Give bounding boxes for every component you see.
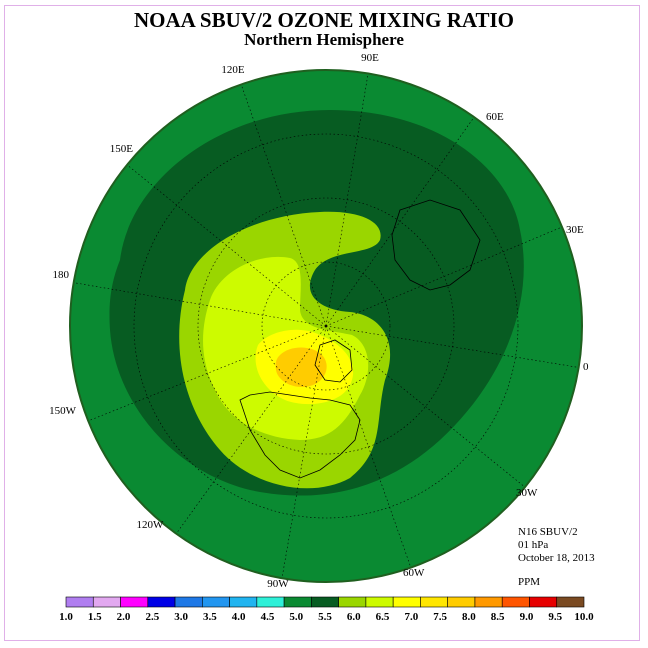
colorbar-swatch — [474, 596, 503, 608]
colorbar-swatch — [529, 596, 558, 608]
colorbar-tick-label: 7.5 — [433, 611, 447, 623]
colorbar-swatch — [174, 596, 203, 608]
units-label: PPM — [518, 576, 541, 588]
colorbar-swatch — [202, 596, 230, 608]
colorbar — [65, 596, 585, 608]
gold-band — [275, 347, 327, 388]
lon-label-150e: 150E — [110, 143, 134, 155]
lon-label-90w: 90W — [267, 578, 289, 590]
colorbar-tick-label: 6.5 — [376, 611, 390, 623]
lon-label-120e: 120E — [221, 64, 245, 76]
colorbar-swatch — [311, 596, 339, 608]
lon-label-120w: 120W — [137, 519, 165, 531]
info-block: N16 SBUV/2 01 hPa October 18, 2013 PPM — [518, 526, 595, 589]
north-america-outline — [239, 391, 361, 479]
colorbar-tick-label: 2.5 — [145, 611, 159, 623]
colorbar-swatch — [283, 596, 312, 608]
colorbar-tick-label: 2.0 — [117, 611, 131, 623]
date-label: October 18, 2013 — [518, 552, 595, 564]
colorbar-tick-label: 9.5 — [548, 611, 562, 623]
colorbar-swatch — [256, 596, 285, 608]
colorbar-tick-label: 10.0 — [574, 611, 594, 623]
colorbar-swatch — [120, 596, 149, 608]
colorbar-swatch — [147, 596, 176, 608]
colorbar-tick-label: 3.5 — [203, 611, 217, 623]
pressure-level: 01 hPa — [518, 539, 549, 551]
lon-label-30w: 30W — [516, 487, 538, 499]
colorbar-tick-label: 4.0 — [232, 611, 246, 623]
colorbar-swatch — [65, 596, 94, 608]
lon-label-90e: 90E — [361, 52, 379, 64]
lon-label-180: 180 — [53, 269, 70, 281]
colorbar-tick-label: 6.0 — [347, 611, 361, 623]
colorbar-swatch — [556, 596, 585, 608]
figure-frame — [4, 5, 640, 641]
greenland-outline — [314, 339, 353, 383]
lon-label-150w: 150W — [49, 405, 77, 417]
lon-label-60w: 60W — [403, 567, 425, 579]
colorbar-ticks: 1.0 1.5 2.0 2.5 3.0 3.5 4.0 4.5 5.0 5.5 6.0 6.5 7.0 7… — [59, 611, 594, 623]
graticule — [70, 70, 582, 579]
colorbar-tick-label: 1.0 — [59, 611, 73, 623]
page-subtitle: Northern Hemisphere — [244, 30, 404, 49]
colorbar-tick-label: 5.5 — [318, 611, 332, 623]
colorbar-tick-label: 1.5 — [88, 611, 102, 623]
europe-asia-outline — [391, 199, 481, 291]
colorbar-tick-label: 5.0 — [289, 611, 303, 623]
colorbar-swatch — [420, 596, 448, 608]
colorbar-swatch — [92, 596, 121, 608]
colorbar-swatch — [392, 596, 421, 608]
colorbar-swatch — [229, 596, 258, 608]
colorbar-swatch — [447, 596, 476, 608]
colorbar-tick-label: 4.5 — [261, 611, 275, 623]
satellite-label: N16 SBUV/2 — [518, 526, 578, 538]
lon-label-0: 0 — [583, 361, 589, 373]
page-title: NOAA SBUV/2 OZONE MIXING RATIO — [134, 8, 514, 32]
colorbar-tick-label: 8.0 — [462, 611, 476, 623]
colorbar-tick-label: 9.0 — [520, 611, 534, 623]
lon-label-30e: 30E — [566, 224, 584, 236]
colorbar-tick-label: 8.5 — [491, 611, 505, 623]
colorbar-tick-label: 3.0 — [174, 611, 188, 623]
lon-label-60e: 60E — [486, 111, 504, 123]
colorbar-swatch — [338, 596, 367, 608]
colorbar-swatch — [501, 596, 530, 608]
colorbar-tick-label: 7.0 — [404, 611, 418, 623]
globe-border — [69, 69, 583, 583]
colorbar-swatch — [365, 596, 394, 608]
